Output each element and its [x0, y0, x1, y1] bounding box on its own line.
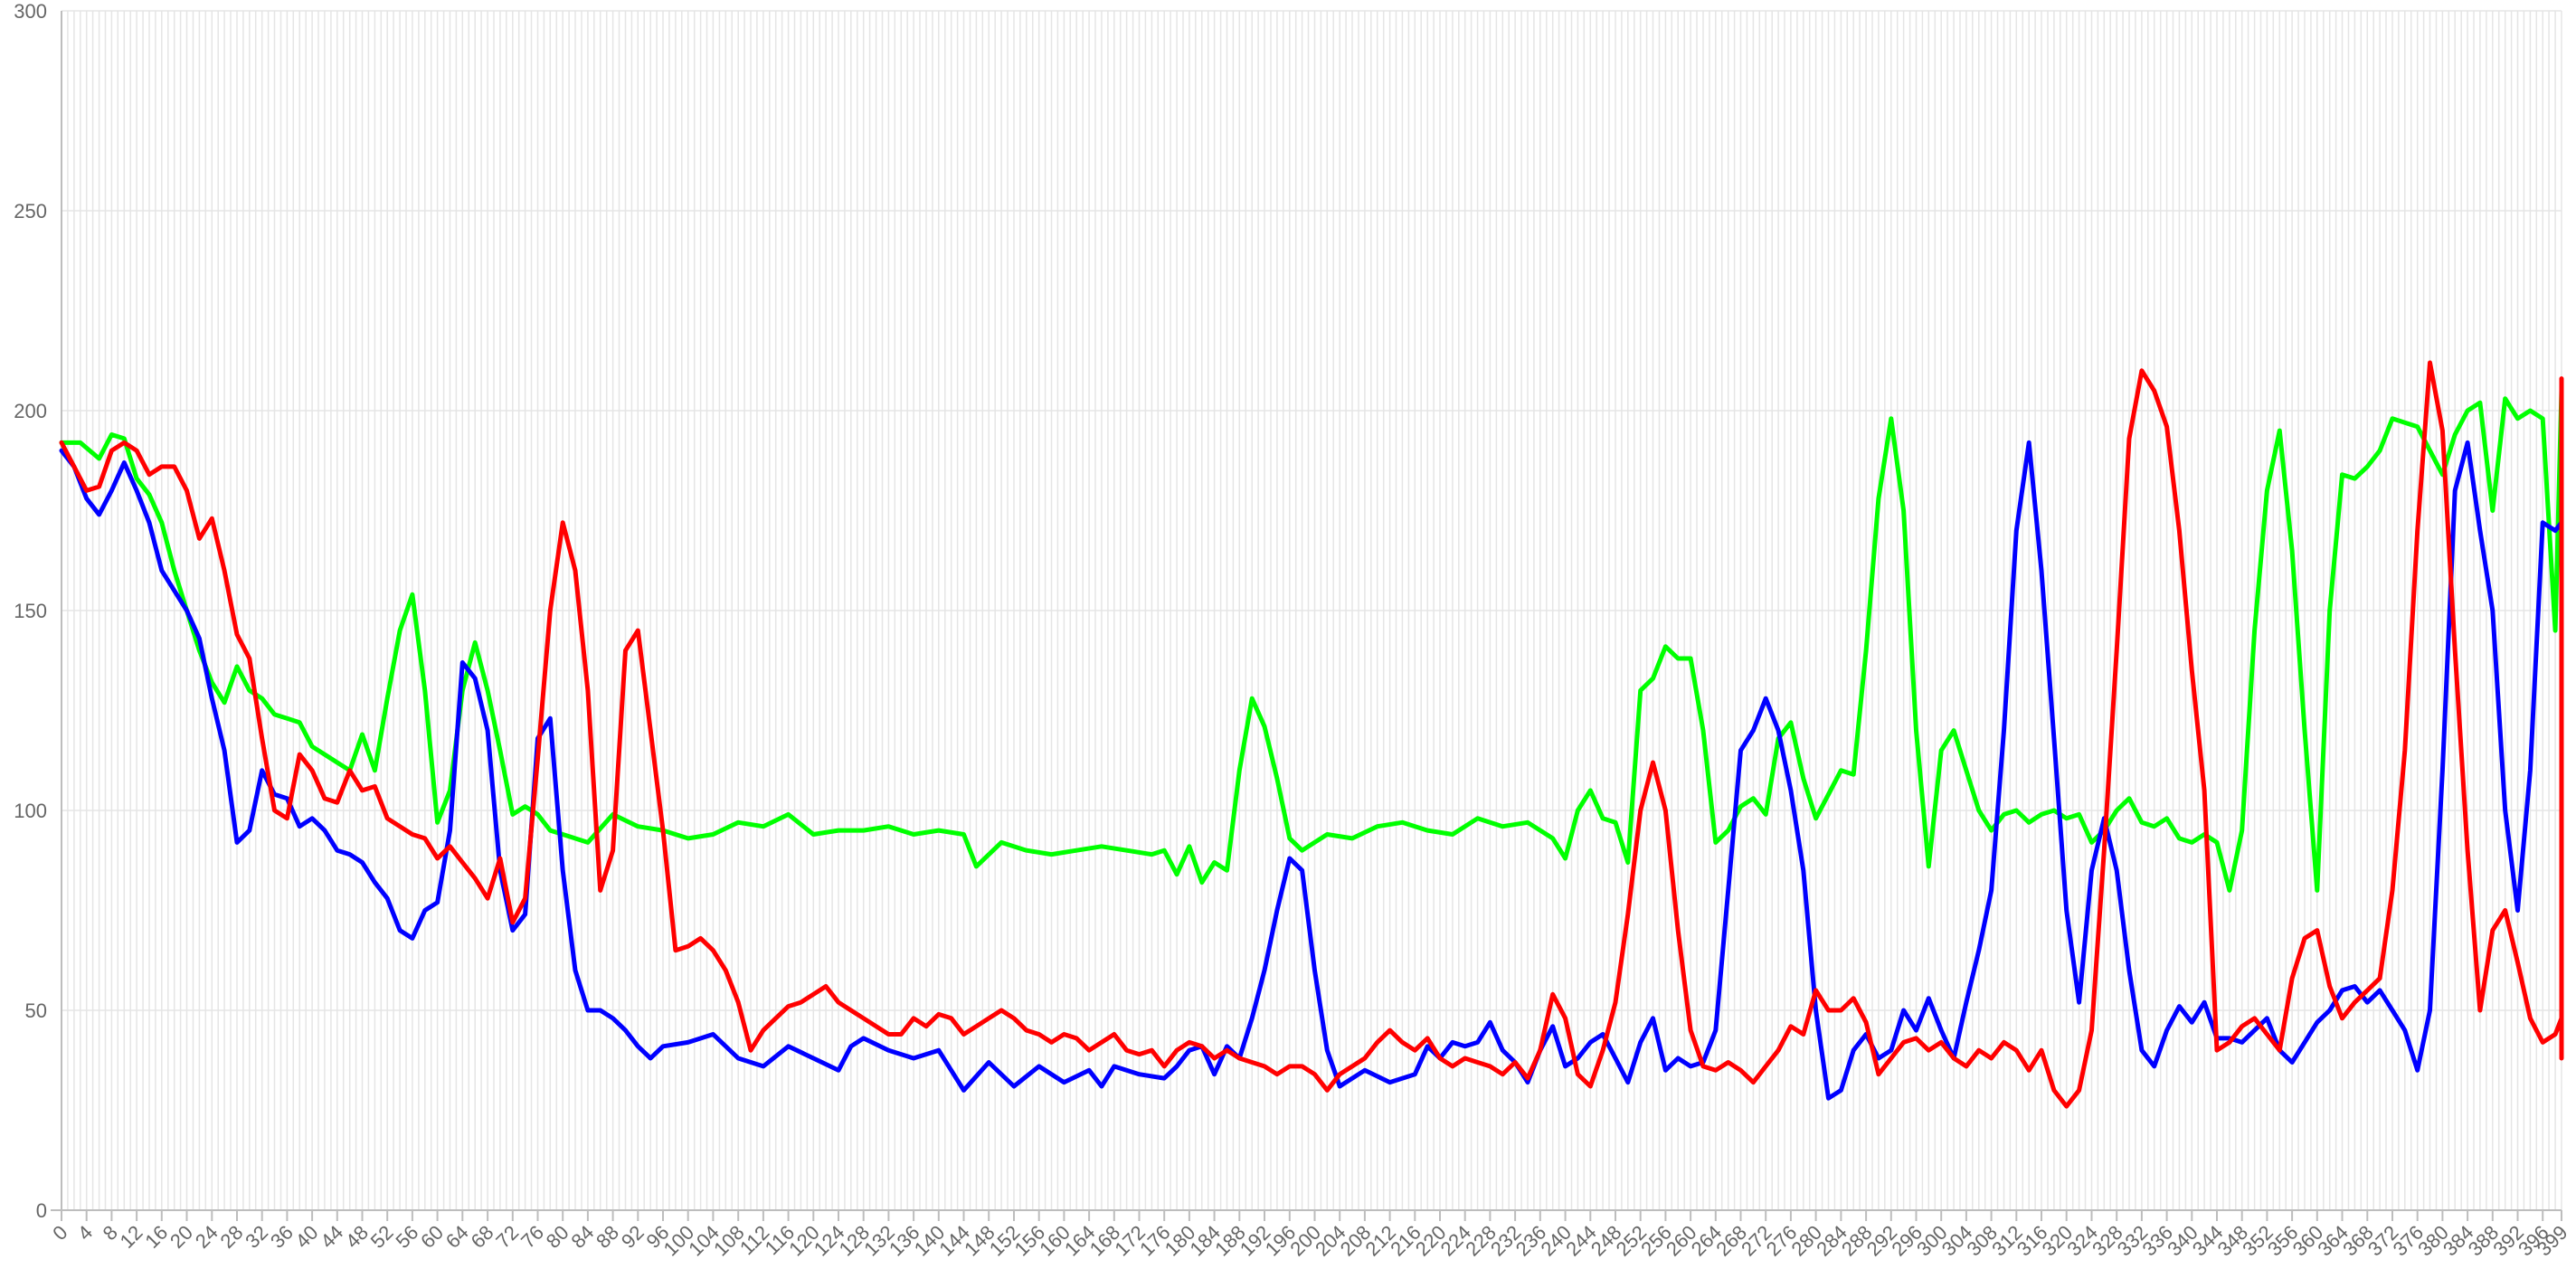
x-tick-label: 0 — [48, 1221, 71, 1245]
y-axis-tick-labels: 0 50 100 150 200 250 300 — [14, 0, 47, 1222]
y-tick-label: 300 — [14, 0, 47, 23]
y-tick-label: 50 — [25, 999, 47, 1022]
series-lines — [59, 360, 2564, 1109]
y-tick-label: 100 — [14, 800, 47, 822]
y-tick-label: 200 — [14, 400, 47, 422]
y-tick-label: 250 — [14, 200, 47, 223]
series-line-2 — [59, 440, 2564, 1101]
series-line-3 — [59, 360, 2564, 1109]
y-tick-label: 0 — [36, 1199, 47, 1222]
series-line-1 — [59, 388, 2564, 893]
x-tick-label: 4 — [73, 1221, 97, 1245]
x-axis-tick-labels: 0 4 81216202428323640444852566064687276808… — [48, 1221, 2571, 1261]
y-tick-label: 150 — [14, 600, 47, 622]
